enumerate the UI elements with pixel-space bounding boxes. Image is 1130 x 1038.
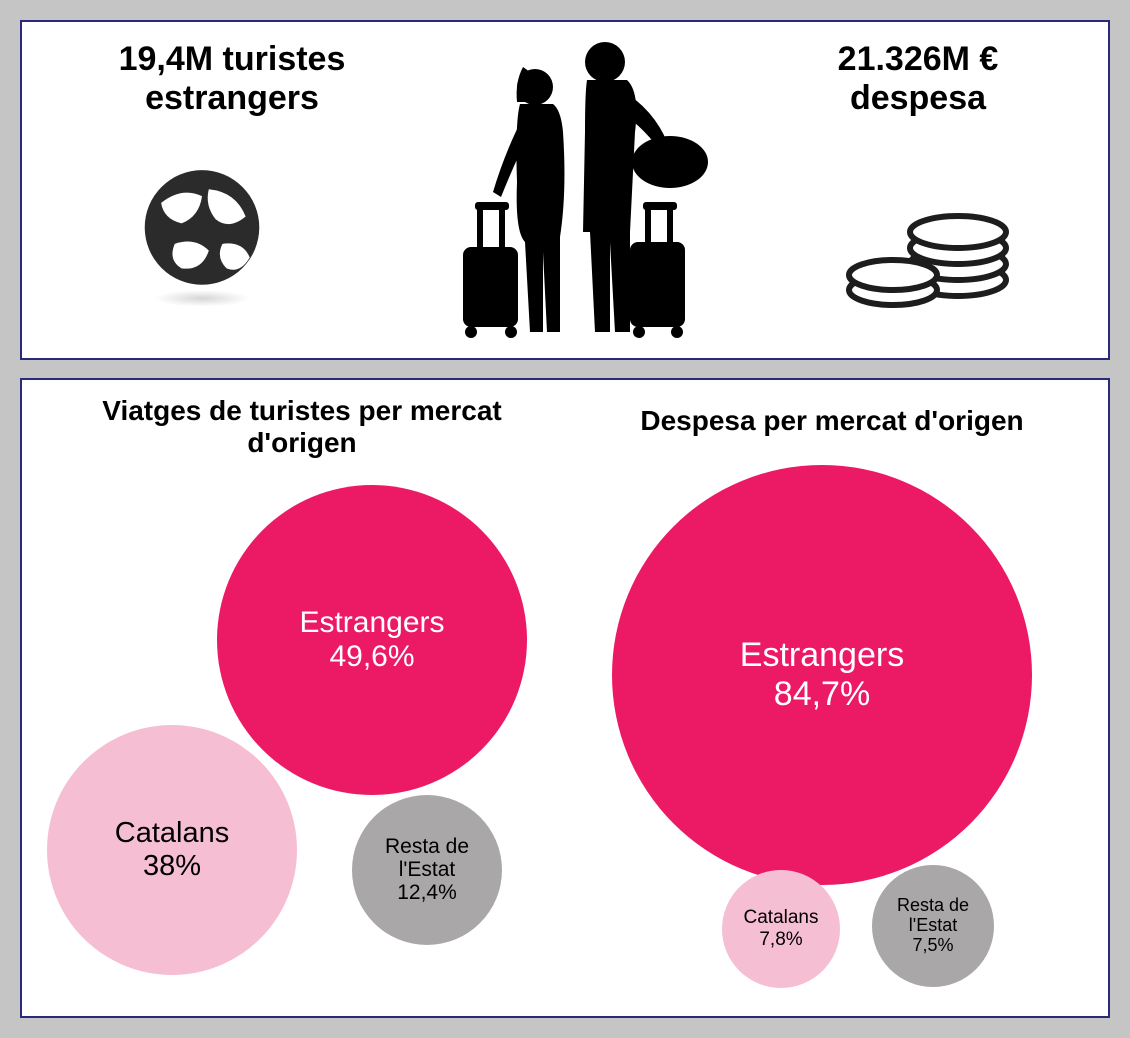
travelers-silhouette-icon: [415, 32, 715, 352]
bubble-label: Catalans: [744, 907, 819, 929]
bubble-label: Resta de l'Estat: [352, 835, 502, 881]
bubble-trips-estrangers: Estrangers 49,6%: [217, 485, 527, 795]
bubble-spend-resta: Resta de l'Estat 7,5%: [872, 865, 994, 987]
tourists-stat: 19,4M turistes estrangers: [62, 40, 402, 118]
bubble-label: Resta de l'Estat: [872, 896, 994, 936]
charts-panel: Viatges de turistes per mercat d'origen …: [20, 378, 1110, 1018]
spending-line2: despesa: [768, 79, 1068, 118]
tourists-line1: 19,4M turistes: [62, 40, 402, 79]
bubble-value: 7,8%: [759, 929, 802, 951]
bubble-spend-catalans: Catalans 7,8%: [722, 870, 840, 988]
bubble-label: Estrangers: [299, 606, 444, 640]
bubble-value: 84,7%: [774, 675, 870, 714]
globe-icon: [132, 162, 272, 302]
bubble-value: 49,6%: [329, 640, 414, 674]
bubble-value: 12,4%: [397, 881, 457, 905]
spending-stat: 21.326M € despesa: [768, 40, 1068, 118]
bubble-label: Estrangers: [740, 636, 904, 675]
tourists-line2: estrangers: [62, 79, 402, 118]
bubble-value: 7,5%: [912, 935, 953, 956]
chart-title-spending: Despesa per mercat d'origen: [582, 405, 1082, 437]
chart-title-trips: Viatges de turistes per mercat d'origen: [62, 395, 542, 459]
spending-line1: 21.326M €: [768, 40, 1068, 79]
summary-panel: 19,4M turistes estrangers 21.326M € desp…: [20, 20, 1110, 360]
bubble-value: 38%: [143, 850, 201, 883]
bubble-trips-catalans: Catalans 38%: [47, 725, 297, 975]
bubble-label: Catalans: [115, 817, 229, 850]
bubble-spend-estrangers: Estrangers 84,7%: [612, 465, 1032, 885]
coins-stack-icon: [838, 172, 1018, 312]
bubble-trips-resta: Resta de l'Estat 12,4%: [352, 795, 502, 945]
